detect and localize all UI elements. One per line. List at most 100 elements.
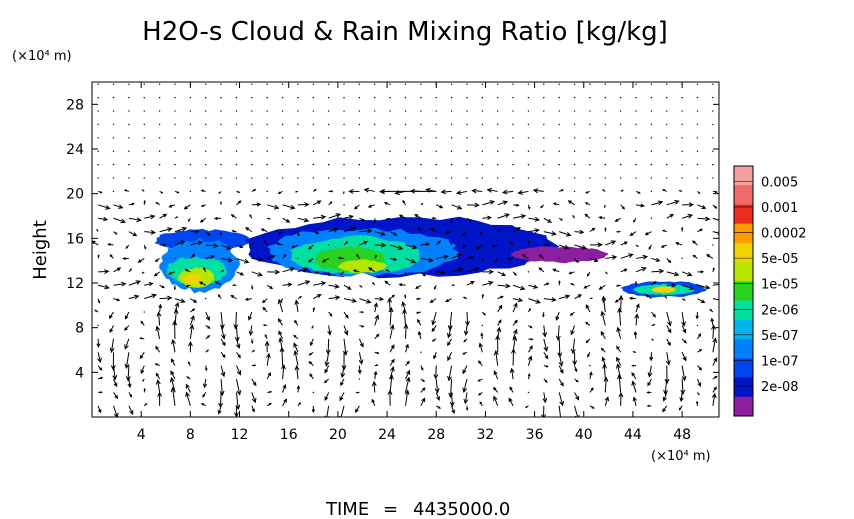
wind-vector (538, 267, 545, 273)
wind-vector (404, 271, 407, 276)
wind-vector (528, 216, 541, 222)
wind-vector (697, 348, 703, 353)
wind-vector (327, 83, 330, 85)
wind-vector (512, 319, 518, 326)
wind-vector (297, 217, 310, 223)
wind-vector (128, 137, 130, 139)
wind-vector (651, 257, 661, 262)
wind-vector (420, 242, 431, 247)
wind-vector (97, 254, 100, 259)
wind-vector (512, 302, 518, 313)
wind-vector (436, 254, 450, 260)
wind-vector (189, 137, 192, 139)
wind-vector (420, 365, 424, 371)
wind-vector (420, 163, 422, 166)
wind-vector (236, 257, 250, 264)
wind-vector (312, 123, 314, 126)
wind-vector (297, 267, 308, 273)
wind-vector (359, 217, 366, 222)
wind-vector (635, 150, 637, 152)
wind-vector (343, 311, 349, 319)
wind-vector (447, 338, 453, 347)
wind-vector (574, 392, 580, 401)
x-tick-label: 40 (575, 427, 593, 443)
wind-vector (266, 163, 268, 166)
wind-vector (189, 123, 192, 126)
wind-vector (167, 271, 176, 275)
cloud-region (651, 286, 676, 294)
wind-vector (143, 83, 145, 85)
wind-vector (139, 337, 145, 340)
wind-vector (435, 123, 437, 126)
wind-vector (154, 258, 160, 263)
wind-vector (402, 199, 406, 206)
wind-vector (646, 391, 652, 394)
wind-vector (486, 187, 498, 193)
wind-vector (343, 163, 345, 166)
wind-vector (709, 308, 714, 313)
wind-vector (313, 281, 327, 286)
wind-vector (124, 338, 130, 350)
wind-vector (328, 201, 333, 206)
wind-vector (712, 137, 714, 139)
wind-vector (605, 240, 617, 246)
wind-vector (96, 338, 101, 348)
time-value: 4435000.0 (413, 499, 510, 519)
wind-vector (583, 284, 591, 289)
wind-vector (159, 284, 165, 289)
wind-vector (466, 202, 480, 208)
wind-vector (681, 213, 694, 219)
wind-vector (542, 325, 548, 338)
colorbar-label: 1e-05 (761, 278, 799, 293)
wind-vector (235, 392, 241, 411)
wind-vector (465, 405, 469, 412)
wind-vector (497, 295, 504, 300)
wind-vector (420, 123, 422, 126)
wind-vector (174, 216, 179, 219)
wind-vector (589, 150, 591, 152)
x-tick-label: 12 (231, 427, 249, 443)
wind-vector (261, 298, 268, 304)
wind-vector (190, 253, 196, 259)
wind-vector (309, 338, 314, 347)
wind-vector (552, 202, 560, 206)
wind-vector (604, 271, 608, 275)
wind-vector (662, 189, 667, 192)
wind-vector (389, 324, 395, 339)
wind-vector (616, 356, 622, 366)
wind-vector (681, 150, 683, 152)
wind-vector (359, 240, 369, 246)
wind-vector (619, 137, 622, 139)
wind-vector (328, 213, 342, 219)
wind-vector (218, 392, 224, 409)
wind-vector (373, 302, 379, 313)
wind-vector (632, 351, 637, 353)
wind-vector (97, 204, 111, 210)
wind-vector (712, 123, 714, 126)
wind-vector (236, 271, 245, 276)
wind-vector (692, 254, 698, 259)
wind-vector (481, 110, 484, 112)
wind-vector (493, 395, 499, 407)
wind-vector (266, 177, 268, 179)
wind-vector (697, 204, 707, 210)
wind-vector (348, 188, 360, 194)
wind-vector (573, 83, 576, 85)
wind-vector (282, 267, 296, 273)
wind-vector (466, 177, 468, 179)
wind-vector (666, 163, 668, 166)
wind-vector (230, 295, 237, 300)
wind-vector (97, 177, 99, 179)
wind-vector (281, 137, 284, 139)
wind-vector (142, 378, 145, 382)
wind-vector (481, 83, 484, 85)
wind-vector (572, 352, 578, 366)
wind-vector (159, 243, 167, 247)
wind-vector (297, 257, 299, 260)
colorbar-label: 1e-07 (761, 354, 799, 369)
wind-vector (450, 218, 453, 223)
wind-vector (251, 392, 257, 404)
wind-vector (558, 150, 560, 152)
wind-vector (217, 294, 222, 299)
wind-vector (600, 330, 606, 340)
